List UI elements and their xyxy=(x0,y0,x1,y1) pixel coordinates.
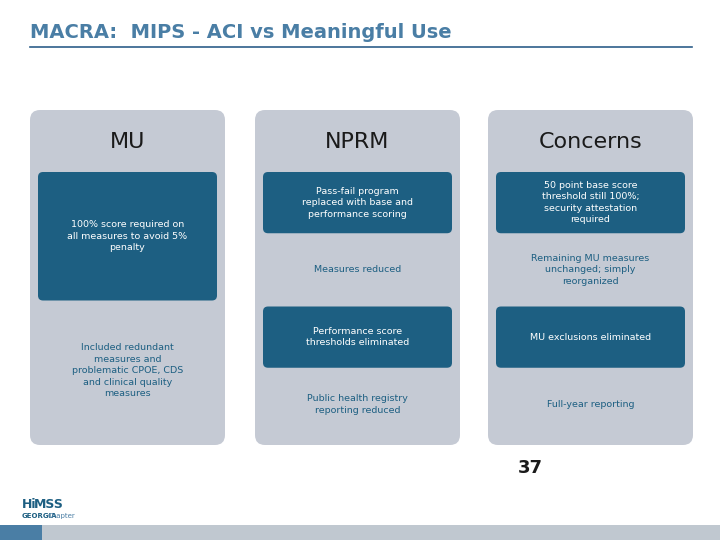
Text: Remaining MU measures
unchanged; simply
reorganized: Remaining MU measures unchanged; simply … xyxy=(531,254,649,286)
Text: Public health registry
reporting reduced: Public health registry reporting reduced xyxy=(307,394,408,415)
Text: 50 point base score
threshold still 100%;
security attestation
required: 50 point base score threshold still 100%… xyxy=(541,181,639,224)
Text: GEORGIA: GEORGIA xyxy=(22,513,58,519)
FancyBboxPatch shape xyxy=(488,110,693,445)
FancyBboxPatch shape xyxy=(255,110,460,445)
Text: Performance score
thresholds eliminated: Performance score thresholds eliminated xyxy=(306,327,409,347)
FancyBboxPatch shape xyxy=(263,172,452,233)
Text: Chapter: Chapter xyxy=(48,513,76,519)
Text: MSS: MSS xyxy=(34,498,64,511)
Text: Hi: Hi xyxy=(22,498,37,511)
Bar xyxy=(0,525,42,540)
FancyBboxPatch shape xyxy=(263,239,452,300)
FancyBboxPatch shape xyxy=(496,374,685,435)
FancyBboxPatch shape xyxy=(38,307,217,435)
Text: NPRM: NPRM xyxy=(325,132,390,152)
Text: MU exclusions eliminated: MU exclusions eliminated xyxy=(530,333,651,342)
FancyBboxPatch shape xyxy=(30,110,225,445)
FancyBboxPatch shape xyxy=(263,374,452,435)
Bar xyxy=(0,525,720,540)
Text: 100% score required on
all measures to avoid 5%
penalty: 100% score required on all measures to a… xyxy=(68,220,188,252)
Text: Pass-fail program
replaced with base and
performance scoring: Pass-fail program replaced with base and… xyxy=(302,187,413,219)
Text: 37: 37 xyxy=(518,459,542,477)
FancyBboxPatch shape xyxy=(496,172,685,233)
FancyBboxPatch shape xyxy=(496,239,685,300)
Text: MACRA:  MIPS - ACI vs Meaningful Use: MACRA: MIPS - ACI vs Meaningful Use xyxy=(30,23,451,42)
FancyBboxPatch shape xyxy=(263,307,452,368)
Text: Measures reduced: Measures reduced xyxy=(314,265,401,274)
Text: Concerns: Concerns xyxy=(539,132,642,152)
Text: MU: MU xyxy=(110,132,145,152)
Text: Full-year reporting: Full-year reporting xyxy=(546,400,634,409)
Text: Included redundant
measures and
problematic CPOE, CDS
and clinical quality
measu: Included redundant measures and problema… xyxy=(72,343,183,398)
FancyBboxPatch shape xyxy=(496,307,685,368)
FancyBboxPatch shape xyxy=(38,172,217,300)
